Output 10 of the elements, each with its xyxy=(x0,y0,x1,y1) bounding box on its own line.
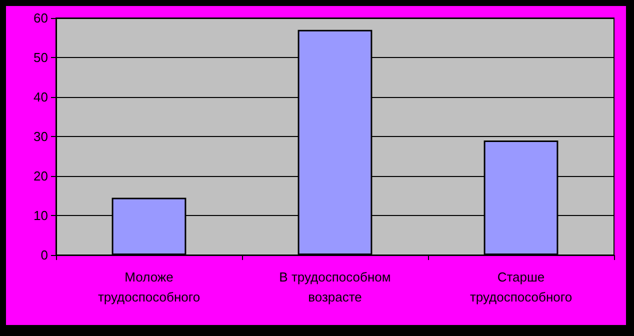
y-tick-label: 30 xyxy=(34,129,48,144)
x-tick-label: Моложе трудоспособного xyxy=(98,270,200,304)
y-tick-label: 20 xyxy=(34,168,48,184)
x-tick-label: Старше трудоспособного xyxy=(470,270,572,304)
y-tick-label: 40 xyxy=(34,90,48,104)
y-tick-label: 60 xyxy=(34,10,48,26)
y-tick-label: 10 xyxy=(34,208,48,223)
x-tick-label: В трудоспособном возрасте xyxy=(279,270,391,304)
y-tick-label: 50 xyxy=(34,50,48,65)
y-tick-label: 0 xyxy=(40,248,48,262)
